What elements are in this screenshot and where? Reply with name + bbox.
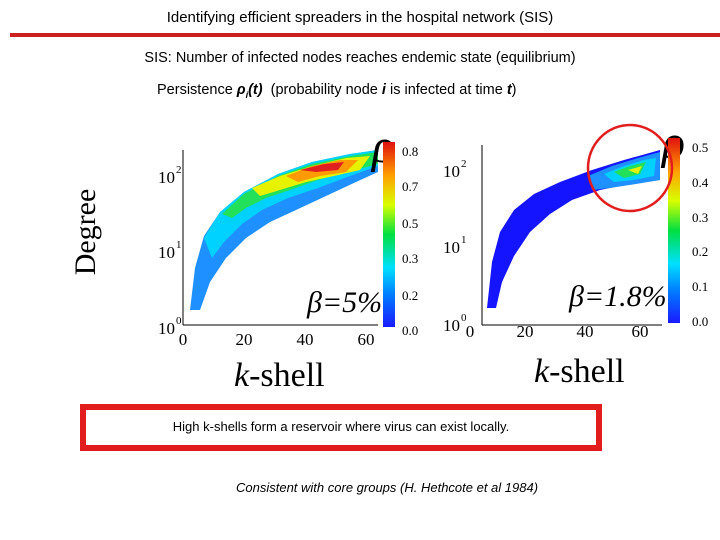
x-tick-20: 20 <box>517 322 534 341</box>
persistence-desc-t: t <box>506 82 512 98</box>
persistence-desc-i: i <box>381 82 386 98</box>
colorbar-tick: 0.0 <box>692 314 708 329</box>
callout-box <box>80 404 602 451</box>
colorbar-tick: 0.7 <box>402 179 419 194</box>
colorbar-tick: 0.4 <box>692 175 709 190</box>
highlight-circle <box>586 123 674 213</box>
y-tick-base-2: 10 <box>443 162 460 181</box>
colorbar-tick: 0.2 <box>402 288 418 303</box>
heat-region-peak <box>628 166 642 174</box>
persistence-sub-i: i <box>245 89 249 100</box>
heatmap-cells-right <box>487 150 660 308</box>
slide-subtitle: SIS: Number of infected nodes reaches en… <box>144 50 576 66</box>
x-tick-0: 0 <box>466 322 475 341</box>
colorbar-tick: 0.0 <box>402 323 418 338</box>
y-tick-base-0: 10 <box>158 319 175 338</box>
kshell-rest: -shell <box>249 357 325 394</box>
slide-title: Identifying efficient spreaders in the h… <box>166 9 554 26</box>
colorbar-tick: 0.5 <box>402 216 418 231</box>
persistence-prefix: Persistence <box>157 82 237 98</box>
y-tick-exp-0: 0 <box>176 315 182 327</box>
colorbar-tick: 0.8 <box>402 144 418 159</box>
persistence-rho: ρ <box>236 82 246 98</box>
y-tick-exp-2: 2 <box>176 164 182 176</box>
y-tick-exp-2: 2 <box>461 158 467 170</box>
y-tick-base-0: 10 <box>443 316 460 335</box>
y-tick-base-1: 10 <box>158 243 175 262</box>
colorbar <box>383 142 395 327</box>
heatmap-cells-left <box>190 150 378 310</box>
y-tick-exp-0: 0 <box>461 312 467 324</box>
beta-label: β=1.8% <box>568 280 667 313</box>
title-divider <box>10 33 720 37</box>
colorbar-tick: 0.1 <box>692 279 708 294</box>
heat-region-peak <box>300 162 344 172</box>
colorbar <box>668 138 680 323</box>
x-tick-60: 60 <box>632 322 649 341</box>
y-tick-base-2: 10 <box>158 168 175 187</box>
persistence-desc-before: (probability node <box>270 82 382 98</box>
persistence-definition: Persistence ρi(t) (probability node i is… <box>157 82 517 100</box>
x-tick-40: 40 <box>577 322 594 341</box>
kshell-k: k <box>234 357 250 394</box>
colorbar-tick: 0.3 <box>692 210 708 225</box>
y-tick-exp-1: 1 <box>176 239 182 251</box>
kshell-axis-label-right: k-shell <box>534 353 625 391</box>
y-tick-exp-1: 1 <box>461 234 467 246</box>
colorbar-tick: 0.5 <box>692 140 708 155</box>
beta-label: β=5% <box>306 286 382 319</box>
heat-region-low <box>190 150 378 310</box>
footnote: Consistent with core groups (H. Hethcote… <box>236 480 539 495</box>
colorbar-tick: 0.2 <box>692 244 708 259</box>
colorbar-tick: 0.3 <box>402 251 418 266</box>
kshell-axis-label-left: k-shell <box>234 357 325 395</box>
x-tick-40: 40 <box>297 330 314 349</box>
y-tick-base-1: 10 <box>443 238 460 257</box>
panel-beta-5: 0 20 40 60 10 0 10 1 10 2 β=5% ρ 0.8 0.7… <box>158 120 419 349</box>
kshell-rest: -shell <box>549 353 625 390</box>
persistence-arg: (t) <box>248 82 263 98</box>
panel-beta-1-8: 0 20 40 60 10 0 10 1 10 2 β=1.8% ρ 0.5 0… <box>443 116 709 341</box>
persistence-desc-after: ) <box>511 82 517 98</box>
x-tick-60: 60 <box>358 330 375 349</box>
persistence-desc-mid: is infected at time <box>385 82 507 98</box>
callout-text: High k-shells form a reservoir where vir… <box>172 419 510 434</box>
heat-region-mid-low <box>204 150 378 258</box>
x-tick-0: 0 <box>179 330 188 349</box>
kshell-k: k <box>534 353 550 390</box>
x-tick-20: 20 <box>236 330 253 349</box>
